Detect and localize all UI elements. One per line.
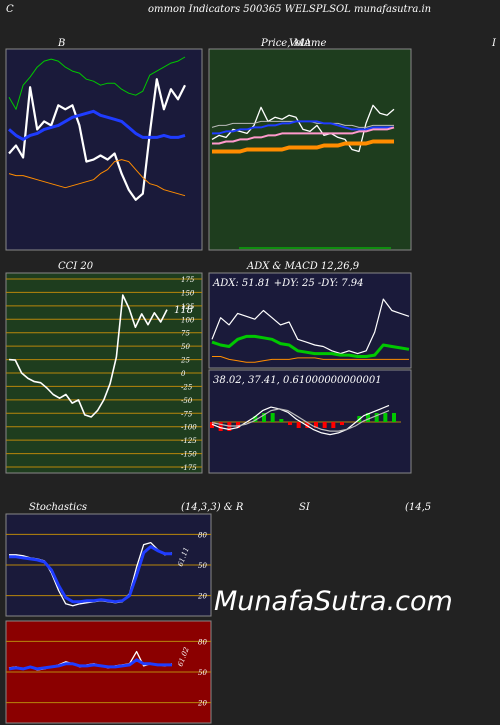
- bollinger-series-orange: [8, 159, 186, 197]
- macd-histogram-bar-7: [270, 413, 275, 422]
- adx-readout: ADX: 51.81 +DY: 25 -DY: 7.94: [212, 278, 364, 289]
- cci-tick-12: -125: [181, 437, 197, 445]
- macd-histogram-bar-8: [279, 419, 284, 422]
- stochastics-tick-1: 50: [198, 562, 207, 570]
- macd-histogram-bar-3: [236, 422, 240, 428]
- price-ma-title: Price, MA: [260, 38, 311, 49]
- cci-line: [8, 294, 168, 418]
- rsi-title: SI: [299, 502, 311, 513]
- price-ma-series-white: [211, 104, 395, 153]
- cci-tick-9: -50: [181, 397, 193, 405]
- macd-histogram-bar-11: [305, 422, 310, 428]
- adx-series-orange: [212, 356, 409, 363]
- adx-series-green: [211, 334, 410, 358]
- macd-histogram-bar-18: [366, 413, 370, 422]
- header-left-letter: C: [6, 4, 14, 15]
- macd-histogram-bar-1: [218, 422, 223, 431]
- macd-series-gray: [211, 408, 390, 432]
- cci-tick-11: -100: [181, 424, 197, 432]
- price-ma-volume-label: Volume: [289, 38, 326, 49]
- macd-readout: 38.02, 37.41, 0.61000000000001: [213, 375, 382, 386]
- price-ma-series-orange: [212, 139, 394, 154]
- cci-tick-8: -25: [181, 383, 193, 391]
- stochastics-title: Stochastics: [29, 502, 87, 513]
- macd-histogram-bar-15: [340, 422, 344, 425]
- cci-tick-2: 125: [181, 303, 195, 311]
- macd-histogram-bar-21: [392, 413, 396, 422]
- cci-tick-5: 50: [181, 343, 190, 351]
- macd-histogram-bar-19: [374, 413, 379, 422]
- rsi-series-blue: [8, 658, 172, 671]
- bollinger-series-green: [8, 56, 186, 110]
- header-title: ommon Indicators 500365 WELSPLSOL munafa…: [148, 4, 432, 15]
- macd-histogram-bar-9: [288, 422, 292, 425]
- bollinger-series-blue: [8, 109, 186, 141]
- stochastics-tick-0: 80: [198, 531, 207, 539]
- macd-histogram-bar-6: [262, 413, 266, 422]
- stochastics-tick-2: 20: [197, 593, 207, 601]
- cci-title: CCI 20: [58, 261, 94, 272]
- stochastics-series-blue: [9, 545, 172, 604]
- adx-title: ADX & MACD 12,26,9: [246, 261, 360, 272]
- cci-tick-10: -75: [181, 410, 193, 418]
- macd-histogram-bar-12: [314, 422, 318, 428]
- rsi-tick-0: 80: [198, 638, 207, 646]
- cci-tick-1: 150: [181, 289, 195, 297]
- cci-tick-0: 175: [181, 276, 195, 284]
- macd-histogram-bar-5: [253, 416, 258, 422]
- macd-histogram-bar-10: [296, 422, 301, 428]
- bollinger-series-white: [8, 78, 186, 201]
- stochastics-params: (14,3,3) & R: [181, 502, 244, 513]
- bollinger-panel: [5, 48, 203, 251]
- cci-tick-6: 25: [180, 357, 190, 365]
- cci-tick-3: 100: [181, 316, 195, 324]
- rsi-tick-1: 50: [198, 669, 207, 677]
- rsi-params: (14,5: [405, 502, 431, 513]
- cci-current-label: 118: [174, 305, 193, 316]
- macd-histogram-bar-0: [210, 422, 214, 428]
- rsi-tick-2: 20: [197, 700, 207, 708]
- cci-tick-4: 75: [181, 330, 190, 338]
- watermark: MunafaSutra.com: [214, 586, 453, 617]
- header-right-letter: I: [492, 38, 496, 49]
- bollinger-title: B: [57, 38, 65, 49]
- macd-histogram-bar-14: [331, 422, 336, 428]
- cci-tick-13: -150: [181, 451, 197, 459]
- adx-series-white: [211, 298, 410, 355]
- macd-histogram-bar-20: [383, 413, 388, 422]
- cci-tick-14: -175: [181, 464, 197, 472]
- price-ma-series-pink: [212, 126, 395, 145]
- price-ma-series-blue: [212, 120, 394, 135]
- cci-tick-7: 0: [181, 370, 186, 378]
- macd-histogram-bar-13: [322, 422, 327, 428]
